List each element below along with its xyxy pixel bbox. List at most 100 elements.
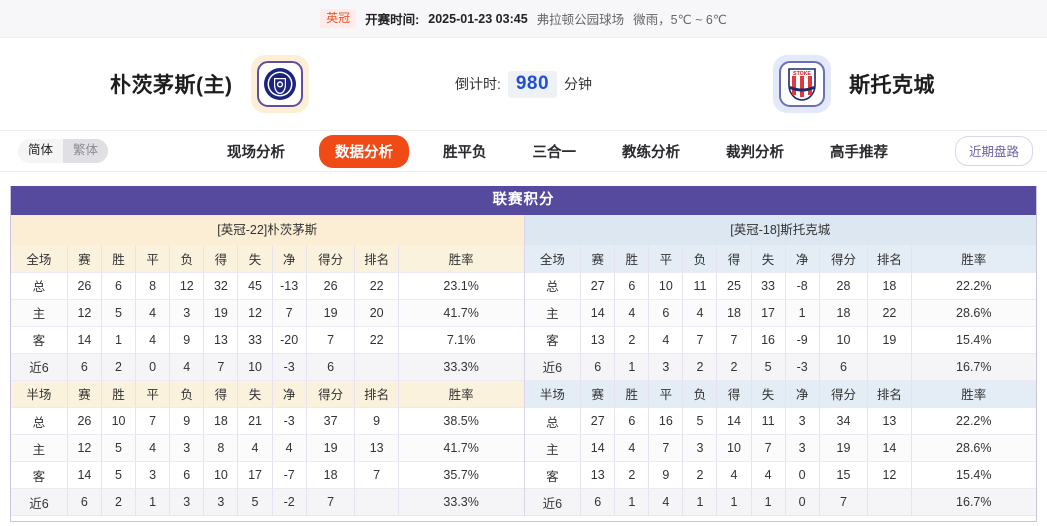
fulltime-tables-row: 全场赛胜平负得失净得分 排名 胜率 总 26 6 8 12 32 45 -13 26 22 23.1% 主… bbox=[11, 245, 1036, 381]
col-header-9: 胜率 bbox=[911, 245, 1036, 273]
stoke-city-crest-icon: STOKE bbox=[779, 61, 825, 107]
cell-赛: 26 bbox=[67, 407, 102, 435]
col-header-0: 赛 bbox=[580, 380, 616, 408]
table-header-row: 全场赛胜平负得失净得分 排名 胜率 bbox=[11, 245, 524, 273]
col-header-5: 失 bbox=[751, 380, 786, 408]
cell-赛: 12 bbox=[67, 434, 102, 462]
away-team-block[interactable]: STOKE 斯托克城 bbox=[773, 38, 1047, 130]
kickoff-time: 2025-01-23 03:45 bbox=[428, 11, 528, 26]
away-fulltime-table-wrap: 全场赛胜平负得失净得分 排名 胜率 总 27 6 10 11 25 33 -8 28 18 22.2% 主… bbox=[523, 245, 1036, 381]
cell-净: -13 bbox=[272, 272, 307, 300]
home-halftime-table-wrap: 半场赛胜平负得失净得分 排名 胜率 总 26 10 7 9 18 21 -3 37 9 38.5% 主 12… bbox=[11, 380, 524, 516]
away-team-caption: [英冠-18]斯托克城 bbox=[524, 215, 1036, 245]
cell-平: 3 bbox=[648, 353, 684, 381]
cell-得: 3 bbox=[203, 488, 239, 516]
cell-赛: 26 bbox=[67, 272, 102, 300]
tab-live-analysis[interactable]: 现场分析 bbox=[227, 144, 285, 161]
cell-赛: 6 bbox=[67, 488, 102, 516]
cell-胜率: 22.2% bbox=[911, 407, 1036, 435]
cell-负: 4 bbox=[169, 353, 205, 381]
language-toggle[interactable]: 简体 繁体 bbox=[18, 139, 109, 163]
cell-胜率: 28.6% bbox=[911, 299, 1036, 327]
cell-得: 14 bbox=[716, 407, 752, 435]
col-header-1: 胜 bbox=[614, 245, 650, 273]
table-row: 总 26 6 8 12 32 45 -13 26 22 23.1% bbox=[11, 272, 524, 300]
row-label: 客 bbox=[524, 461, 582, 489]
cell-胜: 6 bbox=[101, 272, 137, 300]
weather-info: 微雨，5℃ ~ 6℃ bbox=[633, 13, 727, 27]
table-row: 近6 6 2 1 3 3 5 -2 7 33.3% bbox=[11, 488, 524, 516]
tab-expert-picks[interactable]: 高手推荐 bbox=[830, 144, 888, 161]
cell-负: 3 bbox=[169, 299, 205, 327]
home-team-block[interactable]: 朴茨茅斯(主) bbox=[0, 38, 309, 130]
col-header-section: 全场 bbox=[524, 245, 582, 273]
cell-净: 3 bbox=[785, 434, 820, 462]
col-header-5: 失 bbox=[237, 245, 273, 273]
table-row: 近6 6 1 3 2 2 5 -3 6 16.7% bbox=[524, 353, 1036, 381]
cell-胜率: 41.7% bbox=[398, 434, 524, 462]
cell-胜: 4 bbox=[614, 299, 650, 327]
lang-traditional-button[interactable]: 繁体 bbox=[63, 139, 109, 163]
home-team-logo[interactable] bbox=[250, 55, 309, 113]
row-label: 主 bbox=[11, 434, 68, 462]
col-header-2: 平 bbox=[135, 245, 171, 273]
cell-得: 18 bbox=[203, 407, 239, 435]
cell-得: 1 bbox=[716, 488, 752, 516]
col-header-0: 赛 bbox=[67, 380, 102, 408]
teams-header: 倒计时: 980 分钟 朴茨茅斯(主) bbox=[0, 38, 1047, 130]
table-row: 总 27 6 16 5 14 11 3 34 13 22.2% bbox=[524, 407, 1036, 435]
tab-data-analysis[interactable]: 数据分析 bbox=[319, 134, 409, 168]
cell-得: 10 bbox=[203, 461, 239, 489]
cell-平: 9 bbox=[648, 461, 684, 489]
cell-净: -3 bbox=[785, 353, 820, 381]
cell-净: -7 bbox=[272, 461, 307, 489]
cell-得: 10 bbox=[716, 434, 752, 462]
cell-排名: 22 bbox=[354, 326, 399, 354]
col-header-6: 净 bbox=[785, 245, 820, 273]
cell-平: 3 bbox=[135, 461, 171, 489]
cell-平: 4 bbox=[648, 326, 684, 354]
col-header-3: 负 bbox=[169, 245, 205, 273]
cell-胜率: 7.1% bbox=[398, 326, 524, 354]
cell-排名: 19 bbox=[867, 326, 912, 354]
cell-得分: 19 bbox=[306, 299, 356, 327]
recent-odds-button[interactable]: 近期盘路 bbox=[954, 136, 1033, 166]
cell-排名: 13 bbox=[867, 407, 912, 435]
row-label: 近6 bbox=[11, 488, 68, 516]
kickoff-label: 开赛时间: bbox=[365, 13, 420, 27]
cell-排名: 9 bbox=[354, 407, 399, 435]
cell-赛: 13 bbox=[580, 326, 616, 354]
tab-referee-analysis[interactable]: 裁判分析 bbox=[726, 144, 784, 161]
table-body: 总 26 10 7 9 18 21 -3 37 9 38.5% 主 12 5 4 3 8 4 4 19 13 41.7% 客… bbox=[11, 407, 524, 516]
table-row: 总 26 10 7 9 18 21 -3 37 9 38.5% bbox=[11, 407, 524, 435]
cell-胜: 1 bbox=[614, 353, 650, 381]
cell-失: 4 bbox=[237, 434, 273, 462]
cell-平: 7 bbox=[648, 434, 684, 462]
cell-平: 1 bbox=[135, 488, 171, 516]
cell-平: 7 bbox=[135, 407, 171, 435]
lang-simplified-button[interactable]: 简体 bbox=[18, 139, 64, 163]
away-team-logo[interactable]: STOKE bbox=[773, 55, 831, 113]
col-header-7: 得分 bbox=[306, 380, 356, 408]
col-header-2: 平 bbox=[648, 245, 684, 273]
cell-赛: 27 bbox=[580, 272, 616, 300]
league-badge: 英冠 bbox=[320, 8, 357, 29]
table-row: 主 12 5 4 3 19 12 7 19 20 41.7% bbox=[11, 299, 524, 327]
col-header-9: 胜率 bbox=[398, 245, 524, 273]
cell-赛: 6 bbox=[580, 353, 616, 381]
tab-coach-analysis[interactable]: 教练分析 bbox=[622, 144, 680, 161]
cell-胜率: 16.7% bbox=[911, 353, 1036, 381]
cell-得分: 19 bbox=[819, 434, 869, 462]
tab-three-in-one[interactable]: 三合一 bbox=[532, 144, 577, 161]
countdown-label: 倒计时: bbox=[454, 76, 501, 92]
col-header-8: 排名 bbox=[354, 380, 399, 408]
cell-负: 1 bbox=[682, 488, 718, 516]
cell-赛: 6 bbox=[67, 353, 102, 381]
table-header-row: 半场赛胜平负得失净得分 排名 胜率 bbox=[11, 380, 524, 408]
cell-失: 21 bbox=[237, 407, 273, 435]
cell-平: 8 bbox=[135, 272, 171, 300]
tab-win-draw-lose[interactable]: 胜平负 bbox=[443, 144, 487, 161]
cell-得分: 7 bbox=[306, 488, 356, 516]
cell-胜率: 38.5% bbox=[398, 407, 524, 435]
cell-负: 6 bbox=[169, 461, 205, 489]
